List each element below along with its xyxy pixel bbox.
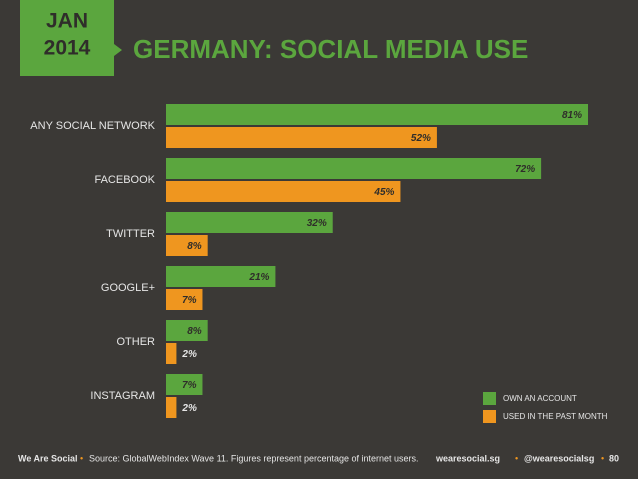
- chart-title: GERMANY: SOCIAL MEDIA USE: [133, 34, 528, 64]
- value-label: 72%: [515, 164, 535, 175]
- bar: [166, 289, 203, 310]
- bullet: •: [80, 453, 83, 463]
- category-label: ANY SOCIAL NETWORK: [30, 120, 155, 132]
- footer-brand: We Are Social: [18, 453, 78, 463]
- value-label: 8%: [187, 326, 202, 337]
- bar: [166, 158, 542, 179]
- category-label: FACEBOOK: [94, 174, 155, 186]
- footer-handle: @wearesocialsg: [524, 453, 594, 463]
- value-label: 21%: [248, 272, 269, 283]
- bar: [166, 235, 208, 256]
- bar: [166, 212, 333, 233]
- category-label: OTHER: [117, 336, 156, 348]
- date-badge: [20, 0, 122, 76]
- value-label: 7%: [182, 295, 197, 306]
- bar: [166, 343, 177, 364]
- bar: [166, 127, 437, 148]
- footer: We Are Social • Source: GlobalWebIndex W…: [18, 453, 619, 463]
- legend-swatch: [483, 392, 496, 405]
- bullet: •: [601, 453, 604, 463]
- legend-label: OWN AN ACCOUNT: [503, 394, 577, 403]
- footer-page: 80: [609, 453, 619, 463]
- badge-year: 2014: [44, 37, 91, 60]
- bar: [166, 181, 401, 202]
- footer-source: Source: GlobalWebIndex Wave 11. Figures …: [89, 453, 419, 463]
- category-label: INSTAGRAM: [90, 390, 155, 402]
- category-label: GOOGLE+: [101, 282, 155, 294]
- bar: [166, 104, 589, 125]
- category-label: TWITTER: [106, 228, 155, 240]
- value-label: 2%: [181, 349, 197, 360]
- bar: [166, 374, 203, 395]
- footer-site: wearesocial.sg: [435, 453, 500, 463]
- bar: [166, 266, 276, 287]
- value-label: 8%: [187, 241, 202, 252]
- bar: [166, 320, 208, 341]
- value-label: 81%: [562, 110, 582, 121]
- legend-swatch: [483, 410, 496, 423]
- value-label: 2%: [181, 403, 197, 414]
- value-label: 7%: [182, 380, 197, 391]
- value-label: 52%: [411, 133, 431, 144]
- bar: [166, 397, 177, 418]
- value-label: 32%: [307, 218, 327, 229]
- badge-month: JAN: [46, 10, 88, 33]
- legend-label: USED IN THE PAST MONTH: [503, 412, 608, 421]
- value-label: 45%: [373, 187, 394, 198]
- bullet: •: [515, 453, 518, 463]
